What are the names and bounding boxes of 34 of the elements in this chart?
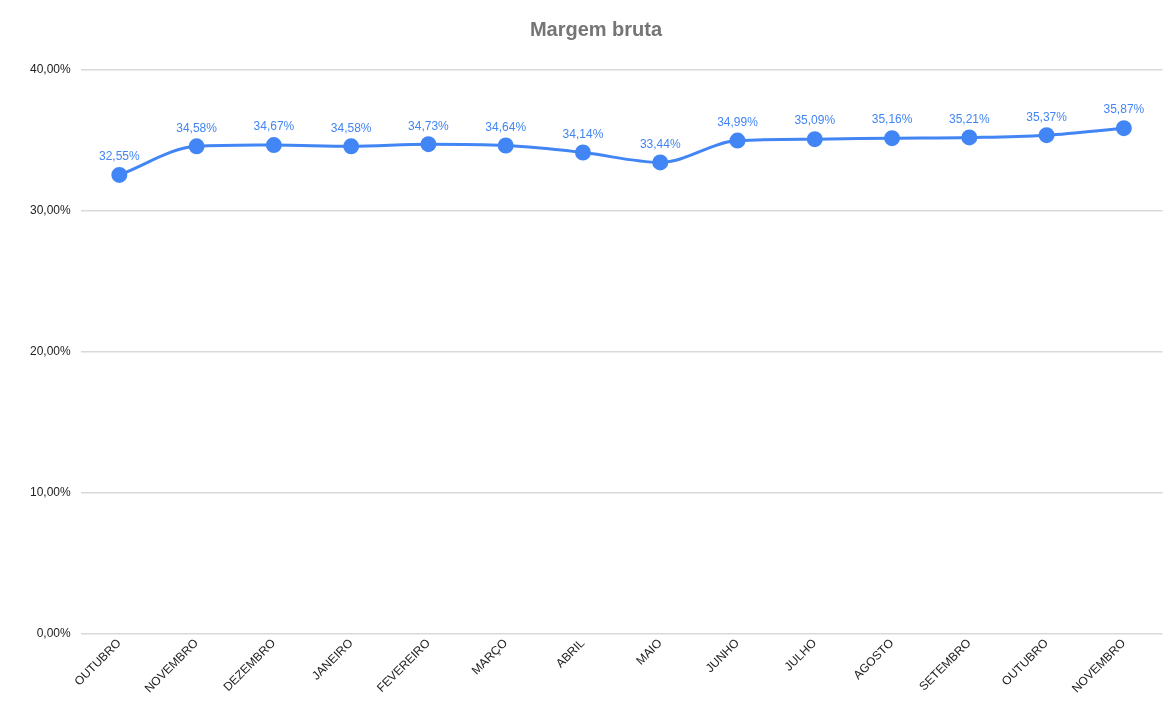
point xyxy=(111,166,128,183)
y-tick-label: 10,00% xyxy=(30,484,72,499)
point xyxy=(1038,127,1055,144)
data-label: 35,16% xyxy=(871,112,913,127)
point xyxy=(343,138,360,155)
data-label: 35,09% xyxy=(794,113,836,128)
data-label: 34,14% xyxy=(562,126,604,141)
data-label: 32,55% xyxy=(98,149,141,164)
point xyxy=(188,138,205,155)
chart-title: Margem bruta xyxy=(529,17,663,40)
data-label: 35,21% xyxy=(948,111,990,126)
point xyxy=(961,129,978,146)
point xyxy=(652,154,669,171)
data-label: 33,44% xyxy=(639,136,681,151)
point xyxy=(420,136,437,153)
data-label: 34,58% xyxy=(176,120,218,135)
y-tick-label: 40,00% xyxy=(30,62,72,77)
point xyxy=(806,131,823,148)
data-label: 35,87% xyxy=(1103,102,1145,117)
point xyxy=(574,144,591,161)
data-label: 34,64% xyxy=(485,119,527,134)
data-label: 35,37% xyxy=(1026,109,1068,124)
y-tick-label: 30,00% xyxy=(30,203,72,218)
data-label: 34,58% xyxy=(330,120,372,135)
data-label: 34,67% xyxy=(253,119,295,134)
point xyxy=(729,132,746,149)
y-tick-label: 20,00% xyxy=(30,343,72,358)
point xyxy=(265,137,282,154)
point xyxy=(884,130,901,147)
point xyxy=(1115,120,1132,137)
data-label: 34,73% xyxy=(408,118,450,133)
data-label: 34,99% xyxy=(717,114,759,129)
y-tick-label: 0,00% xyxy=(36,625,72,640)
point xyxy=(497,137,514,154)
